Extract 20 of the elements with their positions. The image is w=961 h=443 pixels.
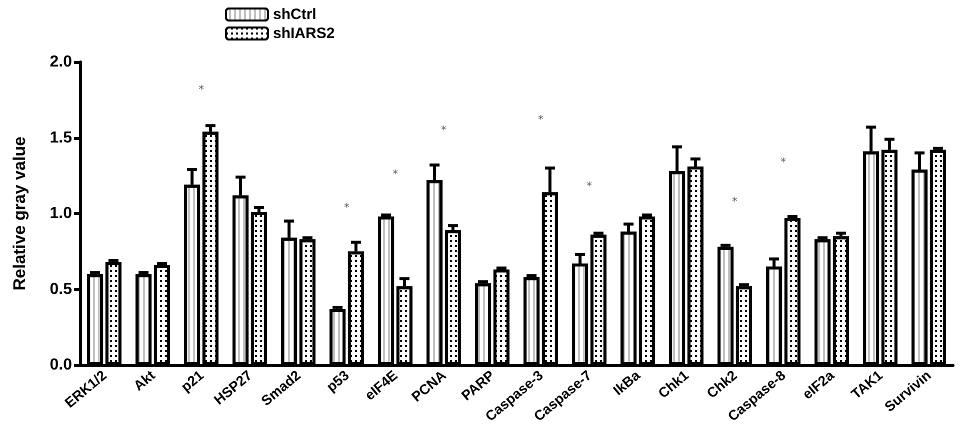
y-tick-label: 1.0 [50, 205, 72, 222]
annotation: * [780, 155, 786, 168]
annotation: * [198, 82, 204, 96]
legend-label: shCtrl [273, 6, 316, 23]
x-tick-label: p53 [323, 366, 352, 395]
annotation: * [392, 168, 398, 181]
x-tick-label: Akt [130, 366, 158, 394]
annotation: * [441, 124, 447, 137]
y-tick-label: 1.5 [50, 129, 72, 146]
y-tick-label: 0.0 [50, 356, 72, 374]
annotation: * [538, 113, 544, 126]
legend-label: shIARS2 [273, 25, 335, 42]
annotation: * [732, 194, 738, 208]
x-tick-label: IkBa [610, 366, 644, 398]
y-axis-title: Relative gray value [10, 136, 29, 291]
y-tick-label: 2.0 [50, 54, 72, 70]
x-tick-label: p21 [178, 366, 207, 395]
y-tick-label: 0.5 [50, 280, 72, 298]
annotation: * [586, 180, 592, 193]
annotation: * [344, 200, 350, 214]
